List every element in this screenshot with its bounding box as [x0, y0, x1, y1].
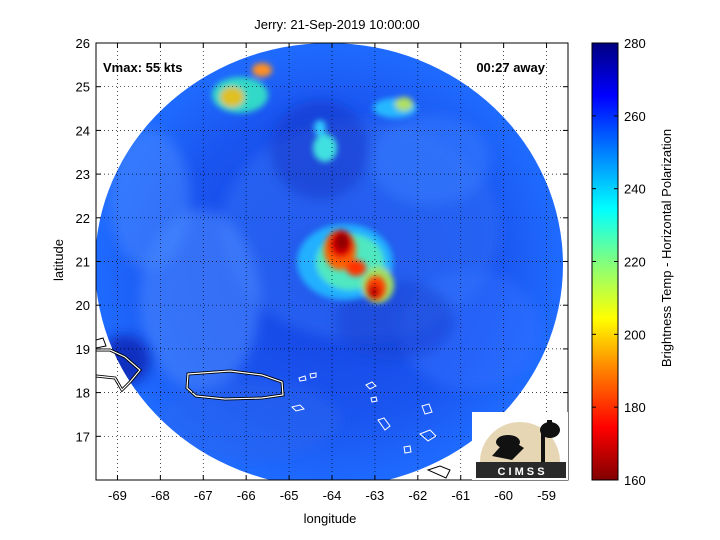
y-tick-label: 17	[76, 429, 90, 444]
y-tick-label: 21	[76, 255, 90, 270]
x-tick-label: -62	[408, 488, 427, 503]
x-tick-label: -63	[366, 488, 385, 503]
colorbar-ticks: 160 180 200 220 240 260 280	[592, 36, 646, 488]
chart-title: Jerry: 21-Sep-2019 10:00:00	[254, 17, 420, 32]
colorbar-tick-label: 200	[624, 327, 646, 342]
y-axis-ticks: 17 18 19 20 21 22 23 24 25 26	[76, 36, 568, 444]
coastline-outlines	[96, 337, 451, 479]
x-tick-label: -61	[451, 488, 470, 503]
colorbar-label: Brightness Temp - Horizontal Polarizatio…	[659, 129, 674, 367]
x-tick-label: -66	[237, 488, 256, 503]
colorbar	[591, 42, 619, 481]
x-tick-label: -65	[280, 488, 299, 503]
x-tick-label: -64	[323, 488, 342, 503]
y-tick-label: 18	[76, 386, 90, 401]
x-axis-label: longitude	[304, 511, 357, 526]
x-tick-label: -59	[537, 488, 556, 503]
microwave-swath-image	[96, 43, 563, 480]
y-tick-label: 24	[76, 123, 90, 138]
y-tick-label: 25	[76, 80, 90, 95]
cimss-logo: C I M S S	[472, 412, 568, 480]
y-tick-label: 20	[76, 298, 90, 313]
y-tick-label: 22	[76, 211, 90, 226]
colorbar-tick-label: 240	[624, 182, 646, 197]
x-tick-label: -68	[151, 488, 170, 503]
x-tick-label: -67	[194, 488, 213, 503]
time-away-label: 00:27 away	[476, 60, 545, 75]
vmax-label: Vmax: 55 kts	[103, 60, 183, 75]
y-tick-label: 26	[76, 36, 90, 51]
y-tick-label: 23	[76, 167, 90, 182]
colorbar-tick-label: 280	[624, 36, 646, 51]
x-axis-ticks: -69 -68 -67 -66 -65 -64 -63 -62 -61 -60 -59	[108, 43, 556, 503]
colorbar-tick-label: 180	[624, 400, 646, 415]
colorbar-tick-label: 260	[624, 109, 646, 124]
colorbar-tick-label: 160	[624, 473, 646, 488]
colorbar-tick-label: 220	[624, 255, 646, 270]
cimss-logo-text: C I M S S	[497, 466, 544, 478]
y-tick-label: 19	[76, 342, 90, 357]
y-axis-label: latitude	[51, 239, 66, 281]
map-grid	[96, 43, 568, 480]
x-tick-label: -69	[108, 488, 127, 503]
x-tick-label: -60	[494, 488, 513, 503]
